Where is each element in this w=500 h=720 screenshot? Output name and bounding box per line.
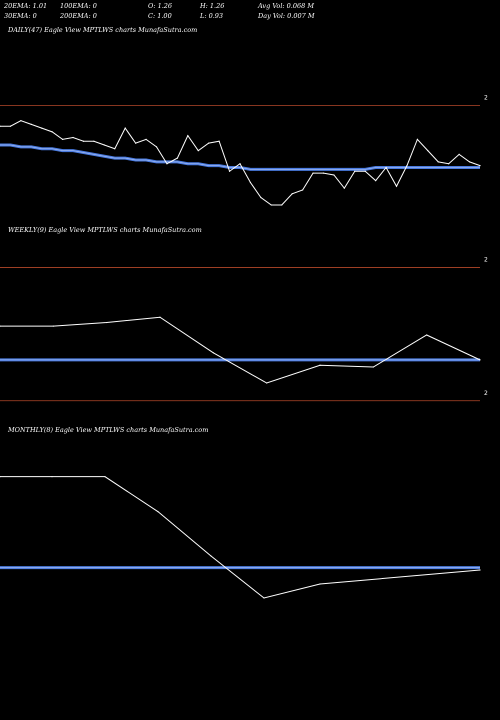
ema20-label: 20EMA: 1.01: [4, 2, 48, 10]
weekly-tick-label-0: 2: [484, 256, 488, 263]
weekly-price-point: [266, 382, 268, 384]
daily-price-point: [239, 163, 241, 165]
daily-price-point: [281, 204, 283, 206]
daily-price-point: [249, 181, 252, 184]
open-label: O: 1.26: [148, 2, 173, 10]
avg-vol-label: Avg Vol: 0.068 M: [258, 2, 315, 10]
daily-price-point: [385, 166, 387, 169]
daily-price-point: [427, 150, 429, 152]
monthly-price-point: [319, 583, 321, 585]
daily-price-point: [176, 157, 178, 159]
monthly-price-point: [263, 597, 265, 599]
daily-price-point: [114, 148, 116, 150]
daily-price-point: [51, 131, 53, 133]
weekly-price-line: [0, 316, 481, 384]
daily-price-point: [479, 165, 481, 167]
monthly-price-point: [0, 476, 1, 478]
monthly-price-point: [479, 569, 481, 571]
ema30-label: 30EMA: 0: [4, 12, 37, 20]
daily-price-point: [103, 144, 105, 146]
weekly-price-point: [106, 321, 108, 324]
daily-price-point: [312, 172, 314, 174]
daily-price-point: [458, 153, 460, 155]
daily-price-point: [135, 142, 137, 144]
daily-price-point: [343, 187, 345, 189]
daily-price-point: [291, 193, 293, 195]
daily-price-point: [166, 163, 168, 165]
daily-price-point: [41, 127, 43, 129]
weekly-price-point: [212, 352, 214, 354]
daily-price-point: [228, 170, 231, 172]
weekly-price-point: [319, 364, 321, 366]
weekly-panel-title: WEEKLY(9) Eagle View MPTLWS charts Munaf…: [8, 226, 202, 234]
daily-price-point: [322, 172, 325, 174]
daily-price-point: [437, 161, 439, 163]
weekly-price-point: [479, 359, 481, 361]
daily-price-point: [82, 140, 85, 142]
daily-price-point: [448, 163, 450, 165]
daily-price-point: [302, 189, 304, 191]
monthly-panel-title: MONTHLY(8) Eagle View MPTLWS charts Muna…: [8, 426, 209, 434]
day-vol-label: Day Vol: 0.007 M: [258, 12, 315, 20]
daily-price-point: [30, 123, 32, 125]
daily-price-point: [72, 136, 74, 139]
daily-panel-title: DAILY(47) Eagle View MPTLWS charts Munaf…: [8, 26, 198, 34]
daily-price-point: [9, 125, 12, 127]
daily-price-point: [20, 120, 22, 122]
weekly-tick-label-1: 2: [484, 390, 488, 397]
close-label: C: 1.00: [148, 12, 172, 20]
monthly-price-point: [51, 476, 53, 478]
daily-price-point: [0, 125, 1, 127]
weekly-price-point: [159, 316, 161, 318]
daily-price-point: [124, 127, 126, 129]
daily-ema-highlight: [0, 144, 480, 170]
daily-price-point: [155, 146, 158, 148]
daily-ema-line: [0, 143, 480, 171]
daily-price-point: [395, 185, 398, 187]
daily-price-point: [270, 204, 272, 206]
daily-price-point: [468, 161, 471, 163]
monthly-price-line: [0, 476, 481, 599]
daily-price-point: [208, 142, 210, 144]
daily-price-point: [218, 140, 220, 142]
weekly-price-point: [372, 366, 374, 368]
daily-price-point: [197, 150, 199, 152]
weekly-price-point: [0, 325, 1, 327]
daily-price-line: [0, 120, 481, 206]
ema200-label: 200EMA: 0: [60, 12, 97, 20]
monthly-price-point: [157, 511, 159, 513]
ema100-label: 100EMA: 0: [60, 2, 97, 10]
monthly-price-point: [104, 476, 106, 478]
daily-price-point: [364, 170, 366, 172]
daily-price-point: [260, 196, 262, 199]
daily-price-point: [145, 138, 147, 140]
daily-price-point: [62, 138, 64, 140]
daily-tick-label-0: 2: [484, 95, 488, 102]
high-label: H: 1.26: [200, 2, 225, 10]
daily-price-point: [375, 180, 377, 182]
daily-price-point: [333, 174, 335, 176]
daily-price-point: [354, 170, 356, 172]
daily-price-point: [187, 135, 189, 137]
low-label: L: 0.93: [200, 12, 224, 20]
monthly-price-point: [210, 555, 212, 557]
daily-price-point: [93, 140, 95, 142]
daily-price-point: [416, 138, 418, 140]
daily-price-point: [406, 165, 408, 167]
weekly-price-point: [52, 325, 54, 327]
weekly-price-point: [426, 334, 428, 336]
